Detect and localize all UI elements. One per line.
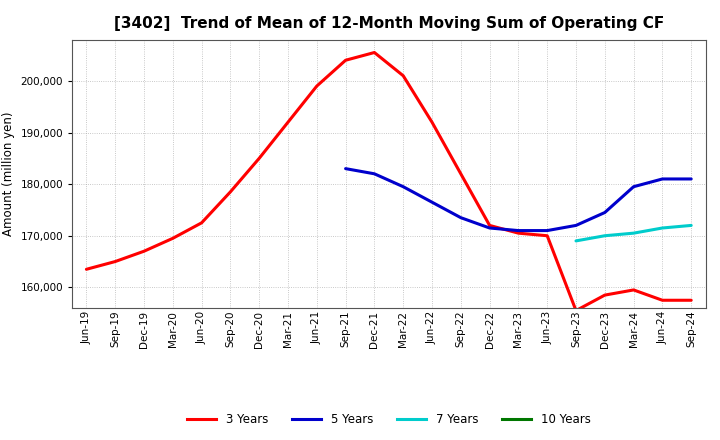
Line: 5 Years: 5 Years [346,169,691,231]
3 Years [428,120,436,125]
3 Years [456,171,465,176]
3 Years [658,297,667,303]
5 Years [687,176,696,182]
Line: 3 Years: 3 Years [86,52,691,311]
3 Years [370,50,379,55]
3 Years [600,293,609,298]
Legend: 3 Years, 5 Years, 7 Years, 10 Years: 3 Years, 5 Years, 7 Years, 10 Years [182,408,595,431]
3 Years [168,236,177,241]
7 Years [572,238,580,244]
5 Years [370,171,379,176]
7 Years [658,225,667,231]
3 Years [399,73,408,78]
5 Years [658,176,667,182]
3 Years [687,297,696,303]
3 Years [111,259,120,264]
3 Years [485,223,494,228]
3 Years [226,189,235,194]
5 Years [629,184,638,189]
5 Years [543,228,552,233]
3 Years [543,233,552,238]
3 Years [629,287,638,293]
3 Years [341,58,350,63]
5 Years [399,184,408,189]
5 Years [600,210,609,215]
Title: [3402]  Trend of Mean of 12-Month Moving Sum of Operating CF: [3402] Trend of Mean of 12-Month Moving … [114,16,664,32]
3 Years [140,249,148,254]
7 Years [687,223,696,228]
5 Years [572,223,580,228]
7 Years [629,231,638,236]
5 Years [428,200,436,205]
5 Years [456,215,465,220]
3 Years [514,231,523,236]
5 Years [514,228,523,233]
Y-axis label: Amount (million yen): Amount (million yen) [1,112,15,236]
3 Years [82,267,91,272]
3 Years [312,84,321,89]
3 Years [197,220,206,225]
5 Years [485,225,494,231]
Line: 7 Years: 7 Years [576,225,691,241]
3 Years [255,156,264,161]
7 Years [600,233,609,238]
3 Years [572,308,580,313]
3 Years [284,120,292,125]
5 Years [341,166,350,171]
